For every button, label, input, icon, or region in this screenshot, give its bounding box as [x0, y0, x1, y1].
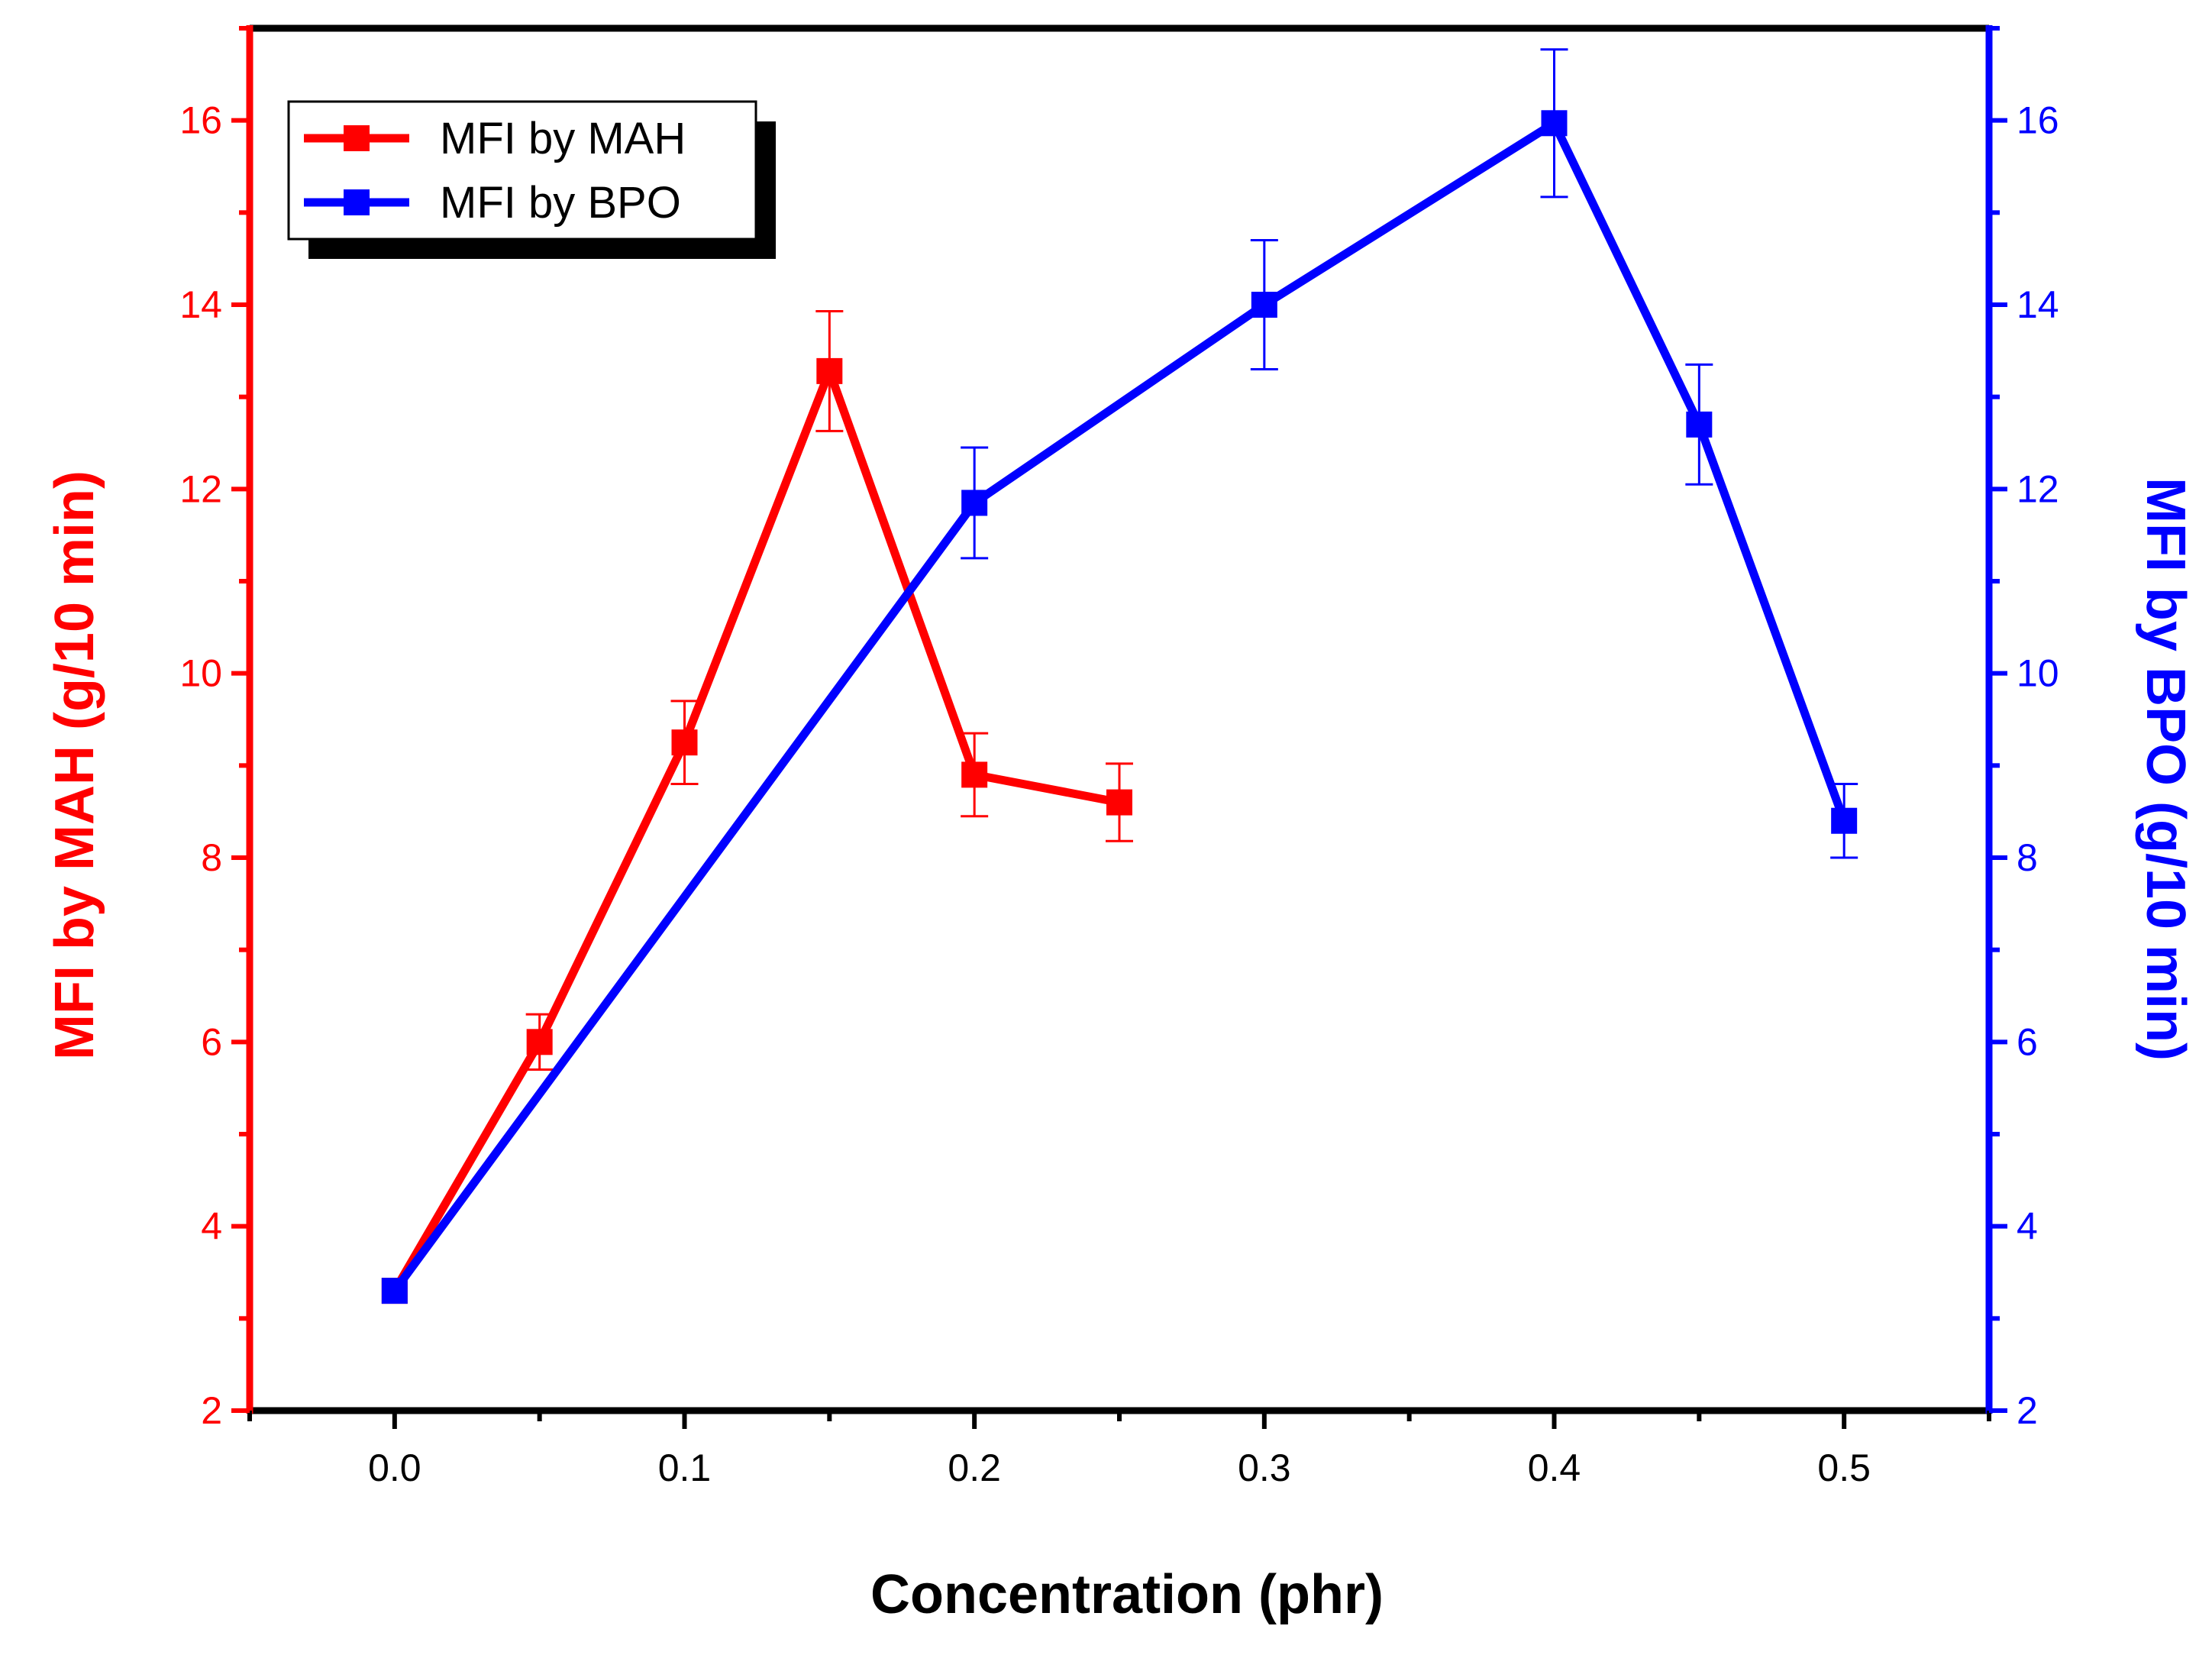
legend: MFI by MAH MFI by BPO: [287, 100, 776, 259]
x-tick-label: 0.4: [1528, 1447, 1581, 1489]
data-point-bpo: [1686, 411, 1713, 438]
left-y-tick-label: 2: [201, 1389, 222, 1432]
legend-label-bpo: MFI by BPO: [440, 178, 681, 228]
data-point-mah: [1106, 789, 1132, 816]
x-axis-title: Concentration (phr): [870, 1564, 1384, 1625]
data-point-bpo: [1831, 807, 1858, 834]
left-y-tick-label: 8: [201, 836, 222, 879]
left-y-axis-title: MFI by MAH (g/10 min): [44, 470, 105, 1060]
right-y-tick-label: 14: [2017, 283, 2059, 326]
series-line-mah: [391, 367, 1121, 1293]
legend-box: [287, 100, 757, 241]
legend-marker-mah: [344, 125, 370, 151]
left-y-tick-label: 14: [179, 283, 222, 326]
data-point-bpo: [1251, 292, 1277, 318]
x-tick-label: 0.5: [1817, 1447, 1871, 1489]
x-tick-label: 0.3: [1238, 1447, 1291, 1489]
left-y-tick-label: 16: [179, 99, 222, 142]
right-y-tick-label: 2: [2017, 1389, 2038, 1432]
label-layer: 0.0 0.1 0.2 0.3 0.4 0.5 2 4 6 8 10 12 14 16 2 4 6 8 10 12 14…: [44, 99, 2196, 1625]
left-y-tick-label: 4: [201, 1205, 222, 1248]
data-point-mah: [961, 761, 988, 788]
right-y-tick-label: 16: [2017, 99, 2059, 142]
left-y-tick-label: 12: [179, 467, 222, 510]
right-y-axis-title: MFI by BPO (g/10 min): [2135, 477, 2196, 1061]
data-point-bpo: [381, 1278, 408, 1304]
series-line-bpo: [391, 118, 1849, 1294]
left-y-tick-label: 6: [201, 1020, 222, 1063]
data-point-bpo: [961, 490, 988, 516]
legend-label-mah: MFI by MAH: [440, 114, 686, 163]
x-tick-label: 0.2: [948, 1447, 1001, 1489]
legend-marker-bpo: [344, 189, 370, 215]
right-y-tick-label: 10: [2017, 652, 2059, 695]
data-point-mah: [816, 357, 843, 384]
data-point-mah: [671, 729, 698, 756]
right-y-tick-label: 8: [2017, 836, 2038, 879]
series-layer: [381, 48, 1858, 1304]
left-y-tick-label: 10: [179, 652, 222, 695]
frame-layer: [231, 24, 2007, 1429]
x-tick-label: 0.0: [368, 1447, 421, 1489]
right-y-tick-label: 4: [2017, 1205, 2038, 1248]
x-tick-label: 0.1: [658, 1447, 712, 1489]
data-point-mah: [526, 1029, 553, 1055]
right-y-tick-label: 12: [2017, 467, 2059, 510]
right-y-tick-label: 6: [2017, 1020, 2038, 1063]
data-point-bpo: [1541, 110, 1568, 137]
